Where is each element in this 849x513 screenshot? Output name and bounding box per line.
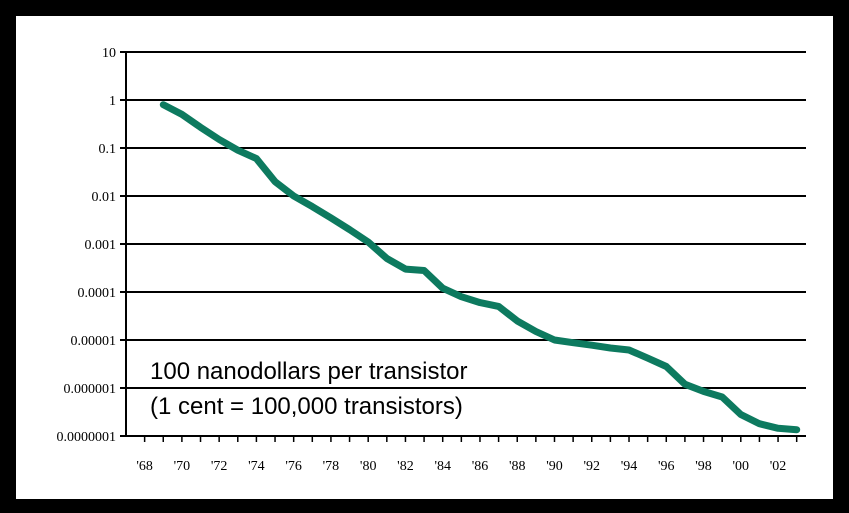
x-tick-label: '80 — [360, 459, 377, 474]
x-tick-label: '78 — [323, 459, 340, 474]
y-tick-label: 0.00001 — [71, 334, 117, 349]
x-tick-label: '00 — [733, 459, 750, 474]
chart-panel — [16, 16, 833, 499]
y-tick-label: 10 — [102, 46, 116, 61]
annotation-line-1: 100 nanodollars per transistor — [150, 358, 468, 385]
x-tick-label: '70 — [174, 459, 191, 474]
x-tick-labels: '68 '70 '72 '74 '76 '78 '80 '82 '84 '86 '88 '90 '92 '… — [136, 459, 786, 474]
x-tick-label: '88 — [509, 459, 526, 474]
y-tick-labels: 10 1 0.1 0.01 0.001 0.0001 0.00001 0.000001 0.00… — [57, 46, 117, 445]
axes — [120, 51, 806, 442]
annotation-line-2: (1 cent = 100,000 transistors) — [150, 393, 463, 420]
x-tick-label: '90 — [546, 459, 563, 474]
data-series — [159, 101, 801, 434]
y-tick-label: 0.0000001 — [57, 430, 117, 445]
x-tick-label: '84 — [434, 459, 451, 474]
x-tick-label: '76 — [285, 459, 302, 474]
x-tick-label: '96 — [658, 459, 675, 474]
y-tick-label: 0.01 — [92, 190, 117, 205]
x-tick-label: '86 — [472, 459, 489, 474]
x-tick-label: '74 — [248, 459, 265, 474]
x-tick-label: '92 — [583, 459, 600, 474]
y-tick-label: 0.1 — [99, 142, 117, 157]
x-tick-label: '98 — [695, 459, 712, 474]
x-tick-label: '82 — [397, 459, 414, 474]
y-tick-label: 0.0001 — [78, 286, 117, 301]
x-tick-label: '94 — [621, 459, 638, 474]
y-tick-label: 1 — [109, 94, 116, 109]
x-tick-label: '68 — [136, 459, 153, 474]
x-tick-label: '02 — [770, 459, 787, 474]
x-tick-label: '72 — [211, 459, 228, 474]
y-tick-label: 0.001 — [85, 238, 117, 253]
y-tick-label: 0.000001 — [64, 382, 117, 397]
series-line — [159, 101, 801, 434]
